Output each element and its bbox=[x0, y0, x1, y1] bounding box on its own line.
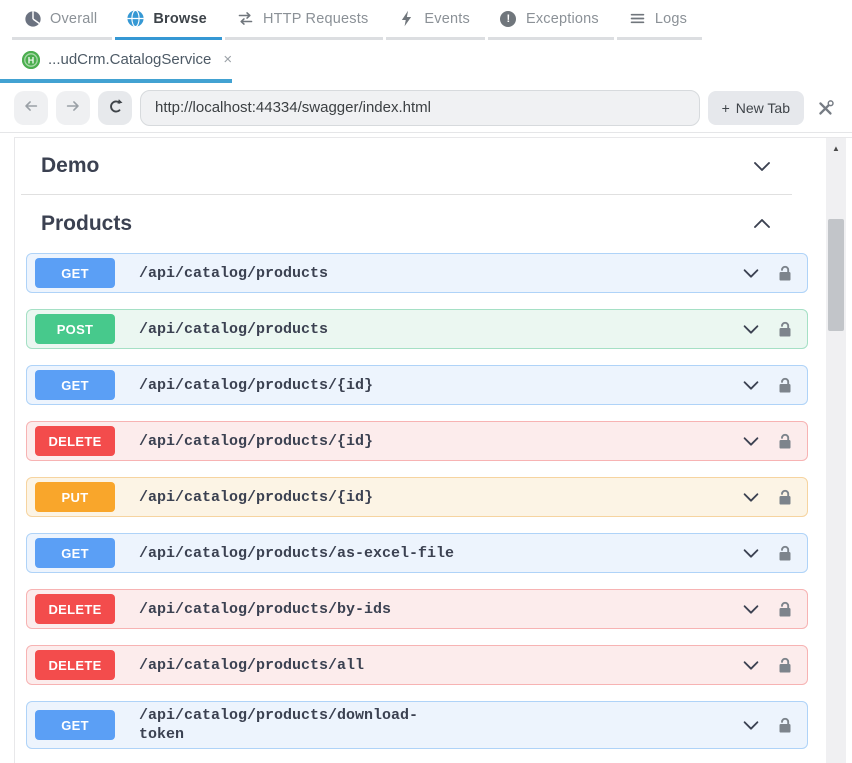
method-badge: GET bbox=[35, 538, 115, 568]
method-badge: GET bbox=[35, 710, 115, 740]
endpoint-row[interactable]: GET /api/catalog/products/{id} bbox=[26, 365, 808, 405]
lock-open-icon[interactable] bbox=[775, 599, 795, 619]
endpoint-path: /api/catalog/products/all bbox=[139, 656, 365, 674]
tab-label: Events bbox=[424, 10, 470, 27]
method-badge: PUT bbox=[35, 482, 115, 512]
app-tab-bar: Overall Browse HTTP Requests Events ! Ex… bbox=[0, 0, 852, 40]
lightning-icon bbox=[397, 9, 416, 28]
endpoint-path: /api/catalog/products/by-ids bbox=[139, 600, 392, 618]
endpoint-path: /api/catalog/products bbox=[139, 264, 329, 282]
method-badge: DELETE bbox=[35, 650, 115, 680]
back-button[interactable] bbox=[14, 90, 48, 125]
tab-label: Logs bbox=[654, 10, 688, 27]
chevron-down-icon[interactable] bbox=[740, 486, 762, 508]
browser-tab-title: ...udCrm.CatalogService bbox=[48, 51, 212, 68]
method-badge: POST bbox=[35, 314, 115, 344]
address-bar-input[interactable] bbox=[140, 89, 700, 126]
chevron-down-icon[interactable] bbox=[740, 654, 762, 676]
tools-icon[interactable] bbox=[812, 95, 838, 121]
chevron-down-icon[interactable] bbox=[740, 318, 762, 340]
chevron-down-icon[interactable] bbox=[740, 262, 762, 284]
lock-open-icon[interactable] bbox=[775, 431, 795, 451]
globe-icon bbox=[126, 9, 145, 28]
method-badge: GET bbox=[35, 370, 115, 400]
exclamation-icon: ! bbox=[499, 9, 518, 28]
scrollbar-thumb[interactable] bbox=[828, 219, 844, 331]
endpoint-path: /api/catalog/products/{id} bbox=[139, 376, 374, 394]
lock-open-icon[interactable] bbox=[775, 543, 795, 563]
endpoint-path: /api/catalog/products/{id} bbox=[139, 488, 374, 506]
lock-open-icon[interactable] bbox=[775, 319, 795, 339]
close-tab-icon[interactable]: × bbox=[223, 51, 233, 68]
tab-label: Exceptions bbox=[525, 10, 599, 27]
section-title: Products bbox=[41, 212, 133, 235]
swap-arrows-icon bbox=[236, 9, 255, 28]
browser-tab-strip: H ...udCrm.CatalogService × bbox=[0, 40, 852, 83]
endpoint-row[interactable]: DELETE /api/catalog/products/by-ids bbox=[26, 589, 808, 629]
chevron-down-icon[interactable] bbox=[740, 598, 762, 620]
section-header-demo[interactable]: Demo bbox=[15, 138, 852, 194]
endpoint-row[interactable]: GET /api/catalog/products bbox=[26, 253, 808, 293]
forward-button[interactable] bbox=[56, 90, 90, 125]
endpoint-row[interactable]: DELETE /api/catalog/products/{id} bbox=[26, 421, 808, 461]
active-tab-underline bbox=[0, 79, 232, 83]
chevron-up-icon bbox=[750, 212, 774, 236]
endpoint-path: /api/catalog/products bbox=[139, 320, 329, 338]
tab-browse[interactable]: Browse bbox=[115, 0, 222, 40]
lock-open-icon[interactable] bbox=[775, 715, 795, 735]
tab-overall[interactable]: Overall bbox=[12, 0, 113, 40]
chevron-down-icon bbox=[750, 154, 774, 178]
browser-toolbar: + New Tab bbox=[0, 83, 852, 133]
service-favicon-icon: H bbox=[22, 50, 40, 69]
tab-label: Browse bbox=[153, 10, 207, 27]
lock-open-icon[interactable] bbox=[775, 263, 795, 283]
tab-logs[interactable]: Logs bbox=[616, 0, 703, 40]
section-title: Demo bbox=[41, 154, 100, 177]
reload-button[interactable] bbox=[98, 90, 132, 125]
endpoint-path: /api/catalog/products/{id} bbox=[139, 432, 374, 450]
chevron-down-icon[interactable] bbox=[740, 714, 762, 736]
new-tab-label: New Tab bbox=[735, 99, 790, 116]
endpoint-row[interactable]: GET /api/catalog/products/download-token bbox=[26, 701, 808, 749]
chevron-down-icon[interactable] bbox=[740, 430, 762, 452]
plus-icon: + bbox=[721, 99, 730, 116]
svg-text:H: H bbox=[28, 55, 35, 65]
back-arrow-icon bbox=[22, 97, 40, 118]
endpoint-row[interactable]: GET /api/catalog/products/as-excel-file bbox=[26, 533, 808, 573]
new-tab-button[interactable]: + New Tab bbox=[707, 90, 804, 125]
chevron-down-icon[interactable] bbox=[740, 374, 762, 396]
scroll-up-icon[interactable]: ▲ bbox=[832, 144, 840, 153]
reload-icon bbox=[106, 97, 125, 119]
tab-label: HTTP Requests bbox=[262, 10, 369, 27]
tab-http-requests[interactable]: HTTP Requests bbox=[224, 0, 384, 40]
method-badge: GET bbox=[35, 258, 115, 288]
endpoint-path: /api/catalog/products/download-token bbox=[139, 707, 419, 743]
list-lines-icon bbox=[628, 9, 647, 28]
tab-events[interactable]: Events bbox=[386, 0, 485, 40]
tab-label: Overall bbox=[50, 10, 98, 27]
method-badge: DELETE bbox=[35, 594, 115, 624]
endpoint-list: GET /api/catalog/products POST /api/cata… bbox=[15, 253, 852, 749]
section-header-products[interactable]: Products bbox=[15, 195, 852, 253]
endpoint-row[interactable]: POST /api/catalog/products bbox=[26, 309, 808, 349]
endpoint-row[interactable]: PUT /api/catalog/products/{id} bbox=[26, 477, 808, 517]
browser-tab-catalog-service[interactable]: H ...udCrm.CatalogService × bbox=[0, 40, 232, 79]
endpoint-row[interactable]: DELETE /api/catalog/products/all bbox=[26, 645, 808, 685]
swagger-panel: Demo Products GET /api/catalog/products … bbox=[14, 137, 852, 763]
lock-open-icon[interactable] bbox=[775, 655, 795, 675]
pie-chart-icon bbox=[23, 9, 42, 28]
lock-open-icon[interactable] bbox=[775, 487, 795, 507]
scrollbar[interactable]: ▲ bbox=[826, 138, 846, 763]
section-divider bbox=[21, 194, 792, 195]
endpoint-path: /api/catalog/products/as-excel-file bbox=[139, 544, 455, 562]
lock-open-icon[interactable] bbox=[775, 375, 795, 395]
chevron-down-icon[interactable] bbox=[740, 542, 762, 564]
tab-exceptions[interactable]: ! Exceptions bbox=[487, 0, 614, 40]
method-badge: DELETE bbox=[35, 426, 115, 456]
forward-arrow-icon bbox=[64, 97, 82, 118]
